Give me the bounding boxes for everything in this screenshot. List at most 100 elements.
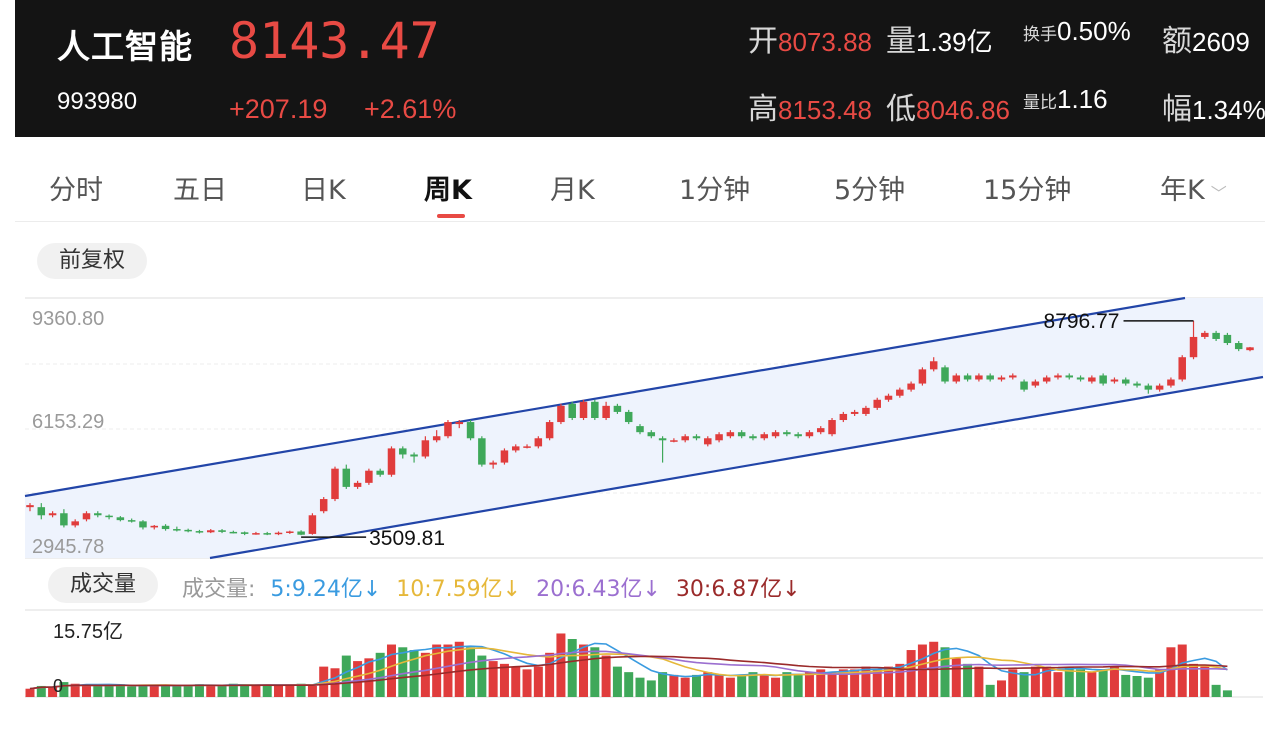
candle [1167, 377, 1175, 388]
tab-1min[interactable]: 1分钟 [679, 175, 751, 206]
candle [704, 436, 712, 447]
volume-bar [511, 666, 521, 697]
price-change-pct: +2.61% [364, 94, 457, 124]
tab-five-day[interactable]: 五日 [173, 175, 227, 206]
channel-fill [25, 298, 1263, 558]
volume-bar [364, 658, 374, 697]
candle [1201, 330, 1209, 339]
volume-bar [138, 685, 148, 697]
volume-bar [782, 672, 792, 697]
volume-bar [725, 677, 735, 697]
tab-15min[interactable]: 15分钟 [983, 175, 1072, 206]
volume-bar [838, 669, 848, 697]
volume-bar [737, 674, 747, 697]
candle [1189, 320, 1198, 360]
candle [387, 446, 396, 477]
volume-bar [951, 658, 961, 697]
candle [342, 464, 351, 489]
candle [884, 393, 893, 402]
volume-indicator-toggle[interactable]: 成交量 [48, 567, 159, 603]
volume-bar [93, 685, 103, 697]
volume-bar [635, 677, 645, 697]
volume-bar [1076, 669, 1086, 697]
candle [1144, 383, 1153, 394]
tab-5min[interactable]: 5分钟 [834, 175, 906, 206]
chevron-down-icon: ﹀ [1210, 184, 1227, 203]
tab-weekly-k[interactable]: 周K [424, 175, 472, 206]
candle [907, 381, 915, 392]
volume-bar [759, 674, 769, 697]
candle [229, 530, 238, 534]
candle [376, 468, 384, 477]
volume-bar [567, 639, 577, 697]
volume-bar [1064, 666, 1074, 697]
tab-yearly-k[interactable]: 年K ﹀ [1160, 175, 1227, 206]
volume-bar [703, 672, 713, 697]
volume-bar [228, 683, 238, 697]
volume-bar [872, 669, 882, 697]
channel-upper-line [24, 296, 1186, 498]
volume-bar [1143, 677, 1153, 697]
candle [771, 430, 780, 439]
candle [1155, 383, 1164, 392]
candle [579, 399, 588, 421]
candle [613, 403, 622, 414]
tab-intraday[interactable]: 分时 [49, 175, 103, 206]
volume-ma-line [29, 655, 1228, 690]
volume-bar [183, 684, 193, 697]
candle [737, 430, 746, 439]
volume-bar [115, 684, 125, 697]
volume-bar [646, 680, 656, 697]
candle [647, 430, 656, 439]
stat-amount: 额2609 [1162, 24, 1250, 59]
candle [1076, 375, 1085, 382]
candle [240, 531, 249, 536]
volume-bar [985, 684, 995, 697]
stat-volume: 量1.39亿 [886, 24, 993, 59]
tab-daily-k[interactable]: 日K [301, 175, 346, 206]
volume-bar [624, 672, 634, 697]
volume-bar [25, 688, 35, 697]
candle [1212, 330, 1220, 341]
candle [636, 424, 644, 435]
y-axis-label-bottom: 2945.78 [32, 536, 104, 558]
volume-bar [386, 644, 396, 697]
volume-bar [850, 669, 860, 697]
volume-bar [522, 669, 532, 697]
candle [534, 436, 543, 449]
candle [692, 434, 701, 441]
candle [805, 430, 814, 439]
candle [399, 446, 407, 459]
candle [1009, 373, 1017, 380]
candle [184, 528, 192, 533]
candle [116, 516, 125, 522]
volume-bar [454, 641, 464, 697]
candle [1121, 377, 1130, 386]
volume-bar [1189, 663, 1199, 697]
volume-bar [1053, 672, 1063, 697]
volume-bar [499, 663, 509, 697]
candle [1088, 375, 1096, 384]
candle [218, 529, 226, 534]
volume-bar [477, 655, 487, 697]
volume-bar [1132, 676, 1142, 697]
volume-bar [70, 683, 80, 697]
last-price: 8143.47 [229, 12, 440, 70]
annotation-low: 3509.81 [301, 527, 445, 550]
stat-volume-ratio: 量比1.16 [1023, 84, 1108, 114]
candle [1234, 340, 1243, 352]
candle [918, 367, 927, 386]
volume-bar [601, 655, 611, 697]
volume-bar [963, 663, 973, 697]
index-code: 993980 [57, 88, 138, 115]
volume-bar [172, 685, 182, 697]
adjustment-toggle[interactable]: 前复权 [37, 243, 148, 279]
volume-bar [206, 685, 216, 697]
volume-bar [251, 685, 261, 697]
volume-bar [1109, 666, 1119, 697]
candle [952, 373, 961, 384]
volume-bar [432, 644, 442, 697]
candle [602, 401, 610, 421]
tab-monthly-k[interactable]: 月K [550, 175, 595, 206]
volume-bar [556, 633, 566, 697]
